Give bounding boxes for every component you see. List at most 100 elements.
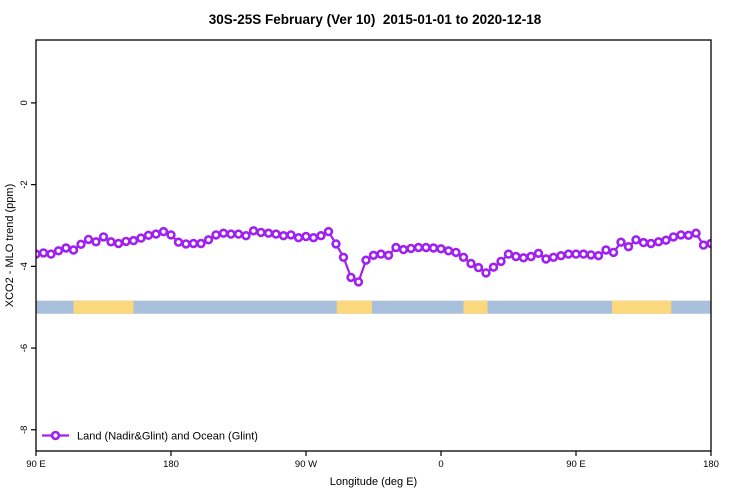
data-point-marker bbox=[278, 231, 289, 241]
data-point-marker bbox=[316, 231, 326, 241]
x-axis-title: Longitude (deg E) bbox=[330, 476, 417, 488]
y-axis-tick-label: -8 bbox=[19, 426, 30, 434]
data-point-marker bbox=[406, 243, 416, 254]
data-point-marker bbox=[143, 230, 154, 241]
x-axis-tick-label: 90 E bbox=[566, 459, 586, 470]
data-point-marker bbox=[548, 252, 559, 262]
data-point-marker bbox=[346, 272, 356, 283]
data-point-marker bbox=[151, 229, 161, 239]
data-point-marker bbox=[518, 253, 529, 263]
data-point-marker bbox=[593, 251, 604, 261]
data-point-marker bbox=[398, 244, 409, 255]
data-point-marker bbox=[623, 242, 634, 252]
legend: Land (Nadir&Glint) and Ocean (Glint) bbox=[42, 431, 258, 443]
data-point-marker bbox=[263, 228, 274, 238]
data-point-marker bbox=[226, 229, 236, 239]
data-point-marker bbox=[421, 242, 431, 253]
data-point-marker bbox=[196, 238, 206, 249]
data-point-marker bbox=[631, 235, 641, 245]
data-point-marker bbox=[571, 249, 581, 259]
data-point-marker bbox=[443, 246, 454, 256]
data-point-marker bbox=[173, 237, 184, 247]
data-point-marker bbox=[203, 235, 214, 245]
data-point-marker bbox=[616, 237, 626, 247]
data-point-marker bbox=[458, 252, 469, 262]
data-point-marker bbox=[113, 238, 124, 249]
data-point-marker bbox=[218, 228, 229, 238]
data-point-marker bbox=[361, 255, 371, 265]
data-point-marker bbox=[533, 248, 544, 259]
data-point-marker bbox=[106, 237, 116, 247]
data-point-marker bbox=[715, 241, 722, 248]
data-point-marker bbox=[353, 277, 364, 287]
x-axis-tick-label: 0 bbox=[438, 459, 443, 470]
data-point-marker bbox=[271, 229, 281, 239]
data-point-marker bbox=[98, 232, 109, 242]
data-point-marker bbox=[233, 229, 244, 239]
data-point-marker bbox=[668, 232, 679, 242]
data-point-marker bbox=[68, 245, 79, 255]
legend-marker-icon bbox=[50, 430, 61, 441]
data-point-marker bbox=[61, 243, 71, 253]
data-point-marker bbox=[188, 238, 199, 249]
data-point-marker bbox=[248, 226, 259, 236]
data-point-marker bbox=[46, 249, 56, 259]
chart-title: 30S-25S February (Ver 10) 2015-01-01 to … bbox=[208, 12, 542, 27]
data-point-marker bbox=[541, 254, 551, 264]
data-point-marker bbox=[608, 247, 619, 258]
data-point-marker bbox=[368, 250, 379, 261]
data-point-marker bbox=[38, 248, 49, 258]
data-point-marker bbox=[428, 243, 439, 253]
data-point-marker bbox=[83, 234, 94, 245]
data-point-marker bbox=[473, 262, 484, 273]
y-axis-tick-label: -4 bbox=[19, 262, 30, 270]
data-point-marker bbox=[391, 242, 401, 253]
data-point-marker bbox=[331, 239, 341, 249]
land-strip-segment bbox=[73, 300, 134, 314]
x-axis-tick-label: 90 E bbox=[26, 459, 46, 470]
data-point-marker bbox=[413, 242, 424, 253]
data-point-marker bbox=[503, 249, 514, 259]
data-point-marker bbox=[526, 251, 536, 262]
x-axis-tick-label: 180 bbox=[703, 459, 719, 470]
y-axis-title: XCO2 - MLO trend (ppm) bbox=[4, 184, 16, 307]
data-point-marker bbox=[436, 244, 446, 254]
data-point-marker bbox=[301, 231, 311, 242]
data-series bbox=[36, 226, 730, 287]
data-point-marker bbox=[128, 235, 139, 246]
data-point-marker bbox=[241, 231, 251, 241]
data-point-marker bbox=[683, 230, 694, 241]
data-point-marker bbox=[586, 250, 596, 260]
x-axis-tick-label: 180 bbox=[163, 459, 179, 470]
data-point-marker bbox=[323, 226, 334, 237]
data-point-marker bbox=[293, 233, 304, 243]
data-point-marker bbox=[691, 228, 701, 238]
data-point-marker bbox=[488, 262, 499, 272]
data-point-marker bbox=[166, 230, 176, 240]
data-point-marker bbox=[158, 226, 169, 237]
land-strip-segment bbox=[336, 300, 372, 314]
data-point-marker bbox=[466, 258, 476, 269]
data-point-marker bbox=[76, 239, 86, 250]
data-point-marker bbox=[511, 251, 521, 262]
data-point-marker bbox=[638, 237, 649, 248]
data-point-marker bbox=[676, 230, 686, 240]
data-point-marker bbox=[698, 240, 709, 250]
data-point-marker bbox=[53, 246, 64, 256]
data-point-marker bbox=[646, 238, 656, 249]
x-axis-tick-label: 90 W bbox=[295, 459, 317, 470]
data-point-marker bbox=[661, 235, 671, 245]
data-point-marker bbox=[496, 256, 506, 267]
data-point-marker bbox=[653, 237, 664, 247]
data-point-marker bbox=[211, 230, 221, 240]
data-point-marker bbox=[601, 245, 611, 255]
data-point-marker bbox=[723, 241, 730, 248]
land-strip-segment bbox=[612, 300, 672, 314]
legend-label: Land (Nadir&Glint) and Ocean (Glint) bbox=[77, 431, 258, 443]
y-axis-tick-label: -6 bbox=[19, 344, 30, 352]
data-point-marker bbox=[91, 237, 101, 247]
data-point-marker bbox=[256, 227, 266, 238]
data-point-marker bbox=[451, 247, 461, 258]
